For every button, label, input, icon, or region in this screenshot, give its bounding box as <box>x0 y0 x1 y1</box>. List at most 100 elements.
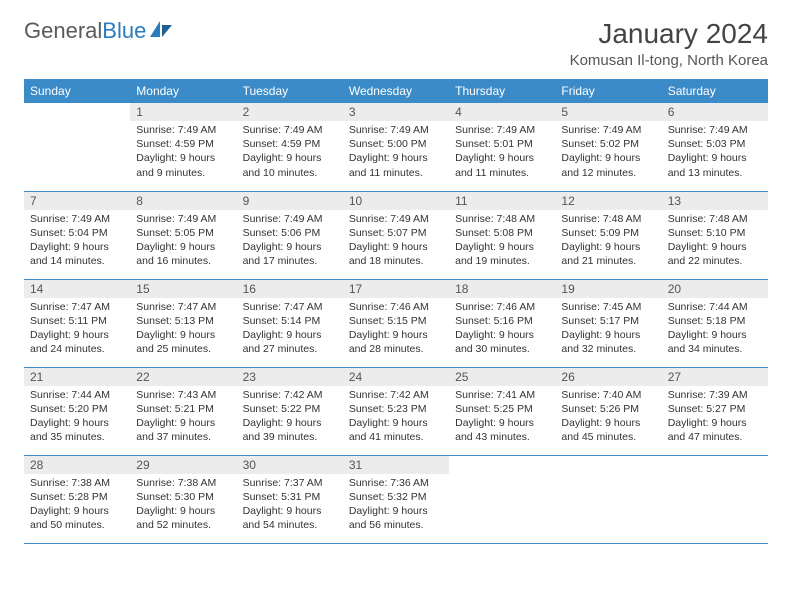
sunrise-line: Sunrise: 7:49 AM <box>668 123 762 137</box>
calendar-cell: 30Sunrise: 7:37 AMSunset: 5:31 PMDayligh… <box>237 455 343 543</box>
day-number: 7 <box>24 192 130 210</box>
calendar-cell: 7Sunrise: 7:49 AMSunset: 5:04 PMDaylight… <box>24 191 130 279</box>
day-info: Sunrise: 7:48 AMSunset: 5:08 PMDaylight:… <box>449 210 555 273</box>
day-number: 1 <box>130 103 236 121</box>
daylight-line: Daylight: 9 hours and 39 minutes. <box>243 416 337 444</box>
calendar-cell: 11Sunrise: 7:48 AMSunset: 5:08 PMDayligh… <box>449 191 555 279</box>
daylight-line: Daylight: 9 hours and 43 minutes. <box>455 416 549 444</box>
day-number: 15 <box>130 280 236 298</box>
day-info: Sunrise: 7:46 AMSunset: 5:16 PMDaylight:… <box>449 298 555 361</box>
day-info: Sunrise: 7:47 AMSunset: 5:11 PMDaylight:… <box>24 298 130 361</box>
calendar-cell: 3Sunrise: 7:49 AMSunset: 5:00 PMDaylight… <box>343 103 449 191</box>
daylight-line: Daylight: 9 hours and 25 minutes. <box>136 328 230 356</box>
calendar-cell: 13Sunrise: 7:48 AMSunset: 5:10 PMDayligh… <box>662 191 768 279</box>
calendar-cell: 19Sunrise: 7:45 AMSunset: 5:17 PMDayligh… <box>555 279 661 367</box>
day-info: Sunrise: 7:36 AMSunset: 5:32 PMDaylight:… <box>343 474 449 537</box>
day-info: Sunrise: 7:49 AMSunset: 4:59 PMDaylight:… <box>237 121 343 184</box>
calendar-cell <box>449 455 555 543</box>
daylight-line: Daylight: 9 hours and 35 minutes. <box>30 416 124 444</box>
calendar-cell: 18Sunrise: 7:46 AMSunset: 5:16 PMDayligh… <box>449 279 555 367</box>
daylight-line: Daylight: 9 hours and 28 minutes. <box>349 328 443 356</box>
calendar-cell: 25Sunrise: 7:41 AMSunset: 5:25 PMDayligh… <box>449 367 555 455</box>
day-info: Sunrise: 7:47 AMSunset: 5:14 PMDaylight:… <box>237 298 343 361</box>
sunset-line: Sunset: 5:28 PM <box>30 490 124 504</box>
calendar-cell <box>555 455 661 543</box>
day-info: Sunrise: 7:47 AMSunset: 5:13 PMDaylight:… <box>130 298 236 361</box>
sunrise-line: Sunrise: 7:40 AM <box>561 388 655 402</box>
sunset-line: Sunset: 5:23 PM <box>349 402 443 416</box>
sunrise-line: Sunrise: 7:49 AM <box>561 123 655 137</box>
daylight-line: Daylight: 9 hours and 13 minutes. <box>668 151 762 179</box>
day-number: 24 <box>343 368 449 386</box>
day-number: 29 <box>130 456 236 474</box>
sunrise-line: Sunrise: 7:39 AM <box>668 388 762 402</box>
sunrise-line: Sunrise: 7:41 AM <box>455 388 549 402</box>
day-number: 22 <box>130 368 236 386</box>
weekday-header: Thursday <box>449 79 555 103</box>
sunset-line: Sunset: 5:25 PM <box>455 402 549 416</box>
calendar-cell: 12Sunrise: 7:48 AMSunset: 5:09 PMDayligh… <box>555 191 661 279</box>
logo-part1: General <box>24 18 102 43</box>
day-number: 16 <box>237 280 343 298</box>
sunrise-line: Sunrise: 7:49 AM <box>349 212 443 226</box>
sunset-line: Sunset: 5:21 PM <box>136 402 230 416</box>
day-number: 28 <box>24 456 130 474</box>
sunset-line: Sunset: 5:09 PM <box>561 226 655 240</box>
day-info: Sunrise: 7:45 AMSunset: 5:17 PMDaylight:… <box>555 298 661 361</box>
calendar-cell: 17Sunrise: 7:46 AMSunset: 5:15 PMDayligh… <box>343 279 449 367</box>
daylight-line: Daylight: 9 hours and 18 minutes. <box>349 240 443 268</box>
sunset-line: Sunset: 5:15 PM <box>349 314 443 328</box>
day-number: 21 <box>24 368 130 386</box>
day-info: Sunrise: 7:46 AMSunset: 5:15 PMDaylight:… <box>343 298 449 361</box>
daylight-line: Daylight: 9 hours and 11 minutes. <box>349 151 443 179</box>
sunset-line: Sunset: 5:16 PM <box>455 314 549 328</box>
sunrise-line: Sunrise: 7:49 AM <box>136 212 230 226</box>
sunrise-line: Sunrise: 7:46 AM <box>349 300 443 314</box>
calendar-cell: 24Sunrise: 7:42 AMSunset: 5:23 PMDayligh… <box>343 367 449 455</box>
weekday-header: Tuesday <box>237 79 343 103</box>
day-number: 17 <box>343 280 449 298</box>
calendar-cell <box>662 455 768 543</box>
daylight-line: Daylight: 9 hours and 24 minutes. <box>30 328 124 356</box>
day-number: 2 <box>237 103 343 121</box>
day-number: 26 <box>555 368 661 386</box>
day-number: 4 <box>449 103 555 121</box>
day-info: Sunrise: 7:49 AMSunset: 5:05 PMDaylight:… <box>130 210 236 273</box>
sunrise-line: Sunrise: 7:48 AM <box>561 212 655 226</box>
calendar-cell: 8Sunrise: 7:49 AMSunset: 5:05 PMDaylight… <box>130 191 236 279</box>
day-number: 13 <box>662 192 768 210</box>
sunrise-line: Sunrise: 7:47 AM <box>243 300 337 314</box>
sunset-line: Sunset: 5:18 PM <box>668 314 762 328</box>
sunset-line: Sunset: 5:17 PM <box>561 314 655 328</box>
day-info: Sunrise: 7:49 AMSunset: 5:00 PMDaylight:… <box>343 121 449 184</box>
day-info: Sunrise: 7:49 AMSunset: 5:04 PMDaylight:… <box>24 210 130 273</box>
sunrise-line: Sunrise: 7:48 AM <box>668 212 762 226</box>
day-info: Sunrise: 7:40 AMSunset: 5:26 PMDaylight:… <box>555 386 661 449</box>
daylight-line: Daylight: 9 hours and 45 minutes. <box>561 416 655 444</box>
weekday-header: Saturday <box>662 79 768 103</box>
weekday-header: Wednesday <box>343 79 449 103</box>
day-info: Sunrise: 7:49 AMSunset: 5:02 PMDaylight:… <box>555 121 661 184</box>
sunset-line: Sunset: 5:02 PM <box>561 137 655 151</box>
daylight-line: Daylight: 9 hours and 54 minutes. <box>243 504 337 532</box>
day-info: Sunrise: 7:42 AMSunset: 5:23 PMDaylight:… <box>343 386 449 449</box>
calendar-row: 14Sunrise: 7:47 AMSunset: 5:11 PMDayligh… <box>24 279 768 367</box>
day-info: Sunrise: 7:49 AMSunset: 5:01 PMDaylight:… <box>449 121 555 184</box>
logo-text: GeneralBlue <box>24 18 146 44</box>
calendar-row: 1Sunrise: 7:49 AMSunset: 4:59 PMDaylight… <box>24 103 768 191</box>
calendar-cell: 29Sunrise: 7:38 AMSunset: 5:30 PMDayligh… <box>130 455 236 543</box>
sunset-line: Sunset: 5:07 PM <box>349 226 443 240</box>
weekday-header: Monday <box>130 79 236 103</box>
day-info: Sunrise: 7:38 AMSunset: 5:30 PMDaylight:… <box>130 474 236 537</box>
sunrise-line: Sunrise: 7:45 AM <box>561 300 655 314</box>
day-number: 8 <box>130 192 236 210</box>
logo: GeneralBlue <box>24 18 174 44</box>
sunset-line: Sunset: 4:59 PM <box>243 137 337 151</box>
sunrise-line: Sunrise: 7:47 AM <box>30 300 124 314</box>
month-title: January 2024 <box>570 18 768 50</box>
sunset-line: Sunset: 5:26 PM <box>561 402 655 416</box>
weekday-header: Sunday <box>24 79 130 103</box>
sunrise-line: Sunrise: 7:47 AM <box>136 300 230 314</box>
daylight-line: Daylight: 9 hours and 37 minutes. <box>136 416 230 444</box>
calendar-table: Sunday Monday Tuesday Wednesday Thursday… <box>24 79 768 544</box>
